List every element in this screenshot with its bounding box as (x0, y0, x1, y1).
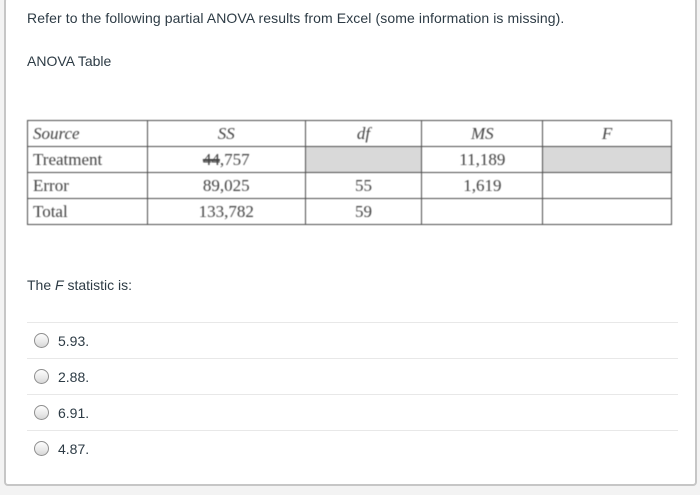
option-label: 4.87. (58, 440, 90, 457)
cell-treatment-f-missing (542, 146, 672, 173)
option-label: 6.91. (58, 404, 90, 421)
anova-table-label: ANOVA Table (27, 53, 112, 69)
cell-total-ms (421, 198, 544, 225)
table-row-treatment: Treatment 44,757 11,189 (27, 146, 672, 173)
question-card: Refer to the following partial ANOVA res… (4, 0, 697, 486)
answer-option-4[interactable]: 4.87. (27, 430, 678, 466)
table-row-error: Error 89,025 55 1,619 (27, 172, 672, 199)
question-prompt: Refer to the following partial ANOVA res… (27, 10, 565, 26)
col-header-df: df (304, 120, 423, 147)
option-label: 5.93. (58, 332, 90, 349)
cell-treatment-ss: 44,757 (146, 146, 306, 173)
cell-total-ss: 133,782 (146, 198, 306, 225)
cell-total-source: Total (27, 198, 148, 225)
cell-error-source: Error (27, 172, 148, 199)
radio-button[interactable] (34, 441, 49, 456)
fstat-prompt: The F statistic is: (27, 277, 133, 293)
col-header-f: F (542, 120, 672, 147)
fstat-f-italic: F (55, 277, 64, 293)
radio-button[interactable] (34, 333, 49, 348)
radio-button[interactable] (34, 405, 49, 420)
cell-error-df: 55 (304, 172, 423, 199)
anova-table: Source SS df MS F Treatment 44,757 11,18… (27, 120, 672, 225)
cell-error-ms: 1,619 (421, 172, 544, 199)
cell-total-df: 59 (304, 198, 423, 225)
col-header-ms: MS (421, 120, 544, 147)
cell-treatment-df-missing (304, 146, 423, 173)
col-header-ss: SS (146, 120, 306, 147)
answer-option-2[interactable]: 2.88. (27, 358, 678, 394)
anova-header-row: Source SS df MS F (27, 120, 672, 147)
cell-error-f (542, 172, 672, 199)
answer-options: 5.93. 2.88. 6.91. 4.87. (27, 322, 678, 466)
cell-treatment-source: Treatment (27, 146, 148, 173)
col-header-source: Source (27, 120, 148, 147)
answer-option-3[interactable]: 6.91. (27, 394, 678, 430)
answer-option-1[interactable]: 5.93. (27, 322, 678, 358)
cell-treatment-ms: 11,189 (421, 146, 544, 173)
table-row-total: Total 133,782 59 (27, 198, 672, 225)
radio-button[interactable] (34, 369, 49, 384)
option-label: 2.88. (58, 368, 90, 385)
cell-error-ss: 89,025 (146, 172, 306, 199)
cell-total-f (542, 198, 672, 225)
